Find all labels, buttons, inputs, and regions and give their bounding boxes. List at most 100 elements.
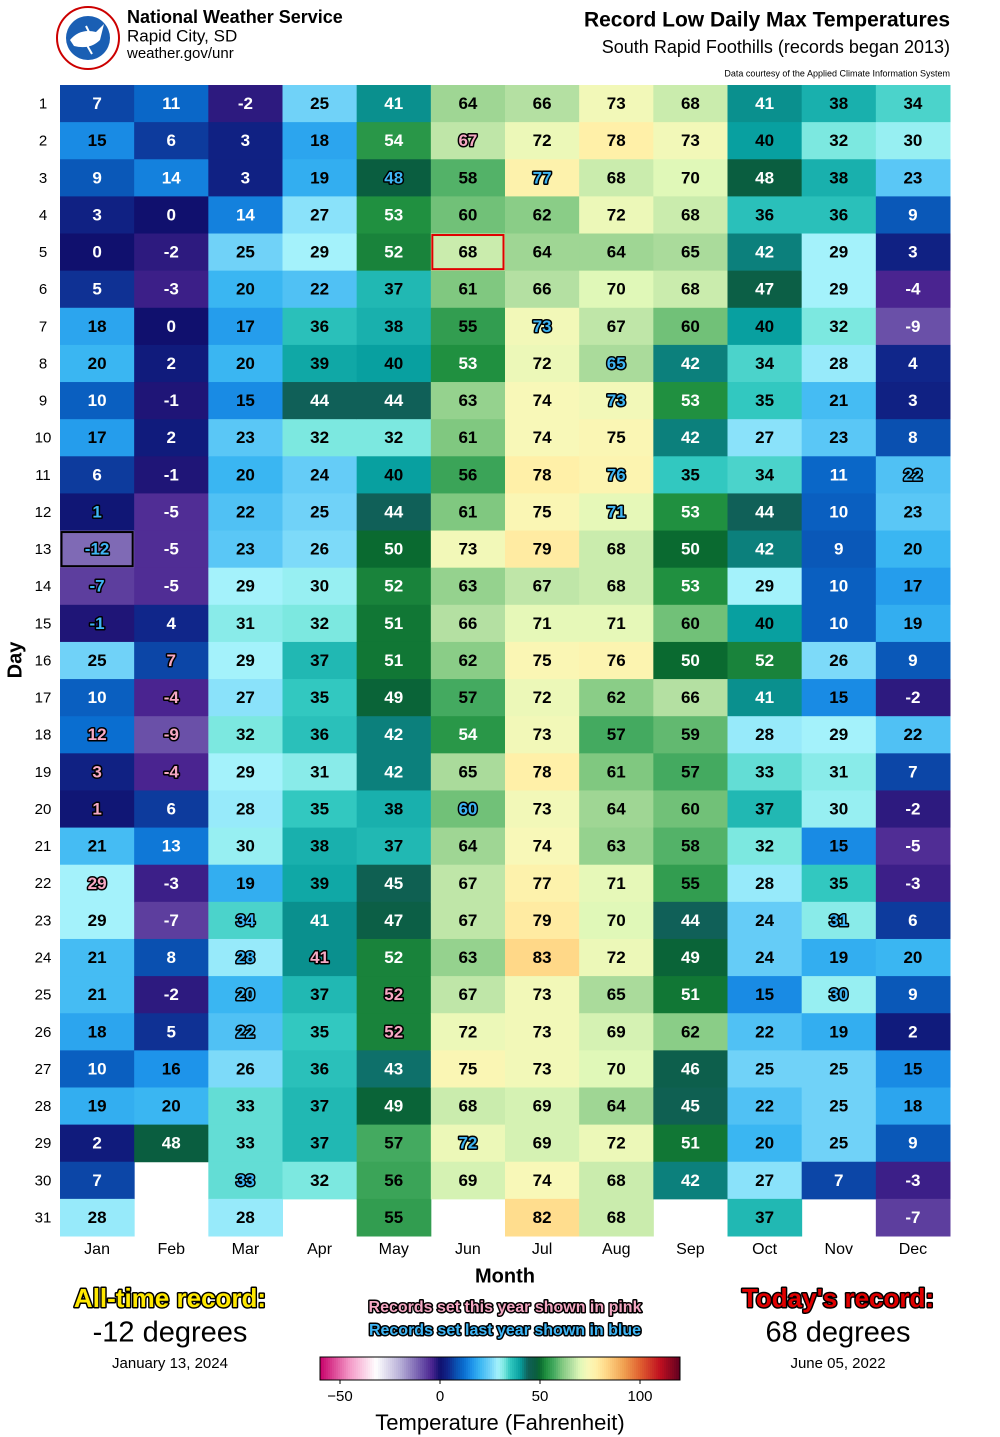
heat-cell xyxy=(579,604,654,643)
cell-label: 15 xyxy=(755,985,774,1004)
cell-label: 16 xyxy=(162,1059,181,1078)
colorbar-segment xyxy=(526,1357,529,1380)
heat-cell xyxy=(60,270,135,309)
cell-label: 32 xyxy=(310,428,329,447)
cell-label: 63 xyxy=(458,948,477,967)
y-tick-label: 22 xyxy=(35,875,52,892)
heat-cell xyxy=(653,196,728,235)
heat-cell xyxy=(875,159,951,197)
colorbar-segment xyxy=(382,1357,385,1380)
cell-label: 19 xyxy=(88,1097,107,1116)
heat-cell xyxy=(801,1161,877,1200)
y-tick-label: 19 xyxy=(35,764,52,781)
cell-label: 68 xyxy=(607,1171,626,1190)
cell-label: -1 xyxy=(90,614,105,633)
heat-cell xyxy=(653,753,728,791)
heat-cell xyxy=(356,159,432,197)
cell-label: 18 xyxy=(88,1022,107,1041)
colorbar-segment xyxy=(502,1357,505,1380)
heat-cell xyxy=(801,493,877,532)
heat-cell xyxy=(875,790,951,829)
cell-label: 51 xyxy=(384,614,403,633)
heat-cell xyxy=(134,1087,209,1126)
heat-cell xyxy=(282,419,358,457)
cell-label: 6 xyxy=(908,911,917,930)
heat-cell xyxy=(653,567,728,606)
heat-cell xyxy=(801,976,877,1014)
colorbar-segment xyxy=(440,1357,443,1380)
heat-cell xyxy=(430,1161,506,1200)
heat-cell xyxy=(727,344,803,383)
colorbar-segment xyxy=(410,1357,413,1380)
cell-label: 41 xyxy=(755,688,774,707)
heat-cell xyxy=(579,456,654,494)
cell-label: 53 xyxy=(681,502,700,521)
cell-label: 47 xyxy=(755,280,774,299)
colorbar-segment xyxy=(412,1357,415,1380)
cell-label: 32 xyxy=(829,317,848,336)
heat-cell xyxy=(727,419,803,457)
heat-cell xyxy=(430,1124,506,1163)
colorbar-segment xyxy=(622,1357,625,1380)
heat-cell xyxy=(430,196,506,235)
colorbar-segment xyxy=(338,1357,341,1380)
cell-label: 68 xyxy=(458,1097,477,1116)
heat-cell xyxy=(727,753,803,791)
y-tick-label: 8 xyxy=(39,355,47,372)
colorbar-segment xyxy=(468,1357,471,1380)
heat-cell xyxy=(282,753,358,791)
y-tick-label: 1 xyxy=(39,96,47,113)
heat-cell xyxy=(430,233,506,272)
cell-label: 3 xyxy=(92,762,101,781)
colorbar-segment xyxy=(406,1357,409,1380)
heat-cell xyxy=(653,1050,728,1088)
cell-label: 2 xyxy=(92,1134,101,1153)
heat-cell xyxy=(727,85,803,123)
heat-cell xyxy=(60,976,135,1014)
cell-label: 69 xyxy=(533,1134,552,1153)
heat-cell xyxy=(579,1124,654,1163)
heat-cell xyxy=(505,382,580,420)
heat-cell xyxy=(60,1050,135,1088)
heat-cell xyxy=(282,270,358,309)
heat-cell xyxy=(801,85,877,123)
cell-label: 20 xyxy=(236,985,255,1004)
heat-cell xyxy=(282,382,358,420)
heat-cell xyxy=(356,790,432,829)
cell-label: 30 xyxy=(903,131,922,150)
heat-cell xyxy=(579,196,654,235)
cell-label: 52 xyxy=(384,243,403,262)
cell-label: 29 xyxy=(236,577,255,596)
cell-label: 57 xyxy=(458,688,477,707)
heat-cell xyxy=(282,307,358,346)
y-tick-label: 21 xyxy=(35,838,52,855)
y-tick-label: 7 xyxy=(39,318,47,335)
y-tick-label: 6 xyxy=(39,281,47,298)
cell-label: 15 xyxy=(829,837,848,856)
heat-cell xyxy=(208,827,283,866)
cell-label: 29 xyxy=(755,577,774,596)
heat-cell xyxy=(801,122,877,160)
colorbar-segment xyxy=(460,1357,463,1380)
heat-cell xyxy=(134,604,209,643)
colorbar-segment xyxy=(518,1357,521,1380)
y-tick-label: 23 xyxy=(35,912,52,929)
heat-cell xyxy=(727,1161,803,1200)
heat-cell xyxy=(208,567,283,606)
heat-cell xyxy=(801,604,877,643)
colorbar-segment xyxy=(404,1357,407,1380)
cell-label: 64 xyxy=(458,94,477,113)
heat-cell xyxy=(208,753,283,791)
cell-label: 27 xyxy=(755,1171,774,1190)
cell-label: 10 xyxy=(829,502,848,521)
cell-label: 29 xyxy=(236,651,255,670)
cell-label: 82 xyxy=(533,1208,552,1227)
cell-label: 12 xyxy=(88,725,107,744)
heat-cell xyxy=(875,716,951,754)
colorbar-segment xyxy=(558,1357,561,1380)
colorbar-segment xyxy=(478,1357,481,1380)
cell-label: 78 xyxy=(533,762,552,781)
heat-cell xyxy=(875,233,951,272)
heat-cell xyxy=(505,864,580,903)
heat-cell xyxy=(653,976,728,1014)
